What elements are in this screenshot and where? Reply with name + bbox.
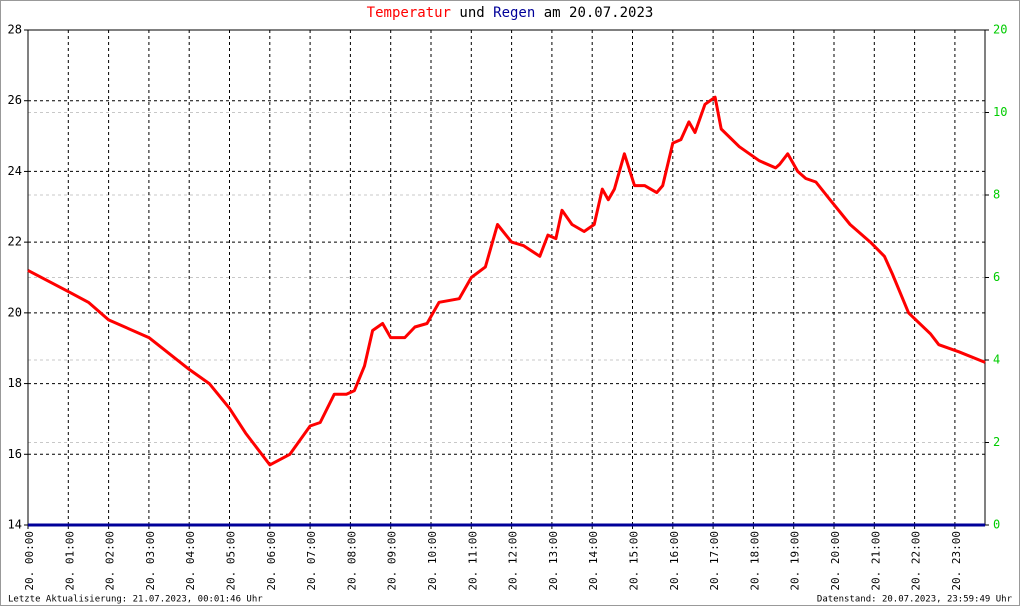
x-tick-label: 20. 04:00 bbox=[184, 531, 197, 591]
y2-tick-label: 4 bbox=[993, 353, 1000, 367]
x-tick-label: 20. 08:00 bbox=[345, 531, 358, 591]
title-rain: Regen bbox=[493, 5, 535, 21]
y2-tick-label: 0 bbox=[993, 518, 1000, 532]
x-tick-label: 20. 11:00 bbox=[466, 531, 479, 591]
footer-left: Letzte Aktualisierung: 21.07.2023, 00:01… bbox=[8, 595, 263, 605]
x-tick-label: 20. 03:00 bbox=[144, 531, 157, 591]
y-tick-label: 14 bbox=[8, 518, 22, 532]
y2-tick-label: 6 bbox=[993, 270, 1000, 284]
y2-tick-label: 10 bbox=[993, 105, 1007, 119]
x-tick-label: 20. 20:00 bbox=[829, 531, 842, 591]
x-tick-label: 20. 02:00 bbox=[104, 531, 117, 591]
x-tick-label: 20. 23:00 bbox=[950, 531, 963, 591]
y-tick-label: 18 bbox=[8, 376, 22, 390]
y-tick-label: 24 bbox=[8, 164, 22, 178]
x-tick-label: 20. 10:00 bbox=[426, 531, 439, 591]
x-tick-label: 20. 09:00 bbox=[386, 531, 399, 591]
y-tick-label: 16 bbox=[8, 447, 22, 461]
x-tick-label: 20. 01:00 bbox=[63, 531, 76, 591]
chart-title: Temperatur und Regen am 20.07.2023 bbox=[367, 5, 654, 21]
x-tick-label: 20. 12:00 bbox=[507, 531, 520, 591]
series-line bbox=[27, 95, 986, 467]
title-suffix: am 20.07.2023 bbox=[544, 5, 654, 21]
y-tick-label: 20 bbox=[8, 305, 22, 319]
y-tick-label: 22 bbox=[8, 235, 22, 249]
title-temp: Temperatur bbox=[367, 5, 451, 21]
y2-tick-label: 8 bbox=[993, 188, 1000, 202]
x-tick-label: 20. 19:00 bbox=[789, 531, 802, 591]
x-tick-label: 20. 00:00 bbox=[23, 531, 36, 591]
x-tick-label: 20. 06:00 bbox=[265, 531, 278, 591]
x-tick-label: 20. 07:00 bbox=[305, 531, 318, 591]
x-tick-label: 20. 22:00 bbox=[910, 531, 923, 591]
x-tick-label: 20. 16:00 bbox=[668, 531, 681, 591]
y-tick-label: 28 bbox=[8, 23, 22, 37]
y-tick-label: 26 bbox=[8, 93, 22, 107]
footer-right: Datenstand: 20.07.2023, 23:59:49 Uhr bbox=[817, 595, 1013, 605]
x-tick-label: 20. 05:00 bbox=[225, 531, 238, 591]
x-tick-label: 20. 13:00 bbox=[547, 531, 560, 591]
x-tick-label: 20. 17:00 bbox=[708, 531, 721, 591]
x-tick-label: 20. 18:00 bbox=[748, 531, 761, 591]
title-joiner: und bbox=[459, 5, 484, 21]
x-tick-label: 20. 21:00 bbox=[869, 531, 882, 591]
x-tick-label: 20. 15:00 bbox=[628, 531, 641, 591]
y2-tick-label: 20 bbox=[993, 23, 1007, 37]
y2-tick-label: 2 bbox=[993, 435, 1000, 449]
x-tick-label: 20. 14:00 bbox=[587, 531, 600, 591]
